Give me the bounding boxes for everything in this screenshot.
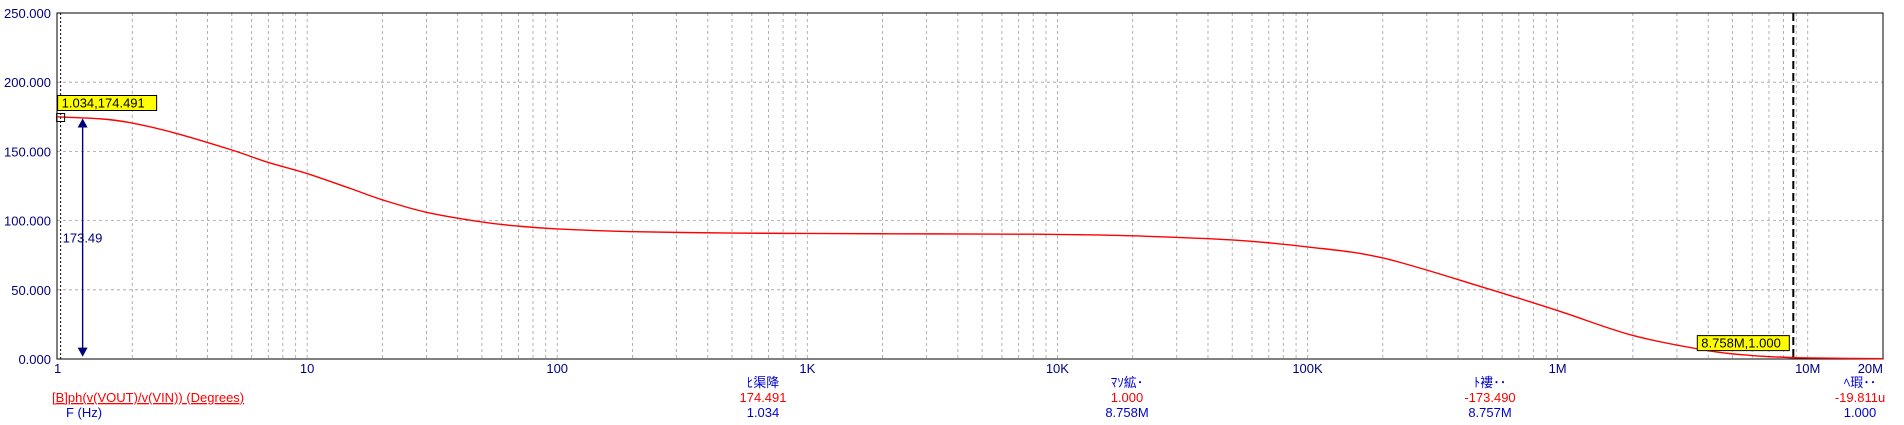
delta-value-label: 173.49	[63, 231, 103, 246]
y-tick-label: 250.000	[4, 6, 51, 21]
x-axis-ticks: 1 10 100 1K 10K 100K 1M 10M 20M	[54, 361, 1883, 376]
column-x-value: 8.757M	[1468, 405, 1511, 420]
column-x-value: 1.000	[1844, 405, 1877, 420]
trace-data-point	[1481, 286, 1483, 288]
trace-data-point	[1882, 358, 1884, 360]
trace-data-point	[1751, 355, 1753, 357]
trace-data-point	[806, 232, 808, 234]
y-tick-label: 0.000	[18, 352, 51, 367]
x-tick-label: 10	[300, 361, 314, 376]
trace-data-point	[175, 132, 177, 134]
trace-data-point	[1807, 357, 1809, 359]
x-tick-label: 10K	[1046, 361, 1069, 376]
trace-data-point	[1307, 246, 1309, 248]
trace-data-point	[267, 161, 269, 163]
x-tick-label: 20M	[1858, 361, 1883, 376]
trace-data-point	[100, 118, 102, 120]
delta-arrow-head-up	[77, 118, 88, 128]
trace-data-point	[1056, 233, 1058, 235]
trace-data-point	[517, 225, 519, 227]
column-trace-value: 174.491	[740, 390, 787, 405]
trace-data-point	[1557, 310, 1559, 312]
trace-label[interactable]: [B]ph(v(VOUT)/v(VIN)) (Degrees)	[52, 390, 244, 405]
x-tick-label: 10M	[1795, 361, 1820, 376]
trace-data-point	[481, 221, 483, 223]
delta-arrow-head-down	[77, 347, 88, 357]
trace-data-point	[731, 232, 733, 234]
phase-trace-line[interactable]	[56, 116, 1884, 360]
cursor-a-marker[interactable]	[56, 113, 66, 123]
cursor-markers[interactable]: 173.49 1.034,174.491 8.758M,1.000	[56, 13, 1795, 359]
column-trace-value: 1.000	[1111, 390, 1144, 405]
trace-data-point	[350, 188, 352, 190]
cursor-b-readout[interactable]: 8.758M,1.000	[1696, 335, 1790, 352]
y-tick-label: 50.000	[11, 283, 51, 298]
cursor-b-readout-text: 8.758M,1.000	[1701, 336, 1781, 351]
column-trace-value: -173.490	[1464, 390, 1515, 405]
x-variable-label: F (Hz)	[66, 405, 102, 420]
trace-data-point	[231, 149, 233, 151]
grid-lines	[57, 12, 1884, 360]
trace-data-point	[306, 173, 308, 175]
plot-frame	[56, 12, 1884, 360]
cursor-a-readout-text: 1.034,174.491	[62, 96, 145, 111]
x-tick-label: 1K	[799, 361, 815, 376]
cursor-a-readout[interactable]: 1.034,174.491	[57, 95, 158, 112]
column-header: ﾏｿ絋･	[1111, 375, 1144, 390]
cursor-a-readout-bg	[57, 95, 158, 112]
trace-data-point	[981, 233, 983, 235]
y-tick-label: 150.000	[4, 144, 51, 159]
column-header: ﾄ褸･･	[1474, 375, 1507, 390]
x-tick-label: 1M	[1549, 361, 1567, 376]
trace-data-point	[882, 233, 884, 235]
cursor-b-readout-bg	[1696, 335, 1790, 352]
y-tick-label: 100.000	[4, 214, 51, 229]
trace-data-point	[1382, 257, 1384, 259]
y-axis-ticks: 0.000 50.000 100.000 150.000 200.000 250.000	[4, 6, 51, 367]
trace-data-point	[381, 199, 383, 201]
trace-data-points	[56, 116, 1884, 360]
column-trace-value: -19.811u	[1835, 390, 1885, 405]
x-tick-label: 100	[546, 361, 568, 376]
y-tick-label: 200.000	[4, 75, 51, 90]
column-x-value: 1.034	[747, 405, 780, 420]
column-header: ﾍ瑕･･	[1844, 375, 1877, 390]
trace-data-point	[1132, 235, 1134, 237]
column-header: ﾋ渠降	[747, 375, 780, 390]
trace-data-point	[1632, 334, 1634, 336]
trace-data-point	[1231, 239, 1233, 241]
trace-data-point	[556, 228, 558, 230]
trace-data-point	[131, 122, 133, 124]
trace-data-point	[1851, 357, 1853, 359]
column-x-value: 8.758M	[1105, 405, 1148, 420]
trace-data-point	[631, 231, 633, 233]
cursor-readout-table: [B]ph(v(VOUT)/v(VIN)) (Degrees) F (Hz) ﾋ…	[52, 375, 1885, 420]
x-tick-label: 100K	[1292, 361, 1323, 376]
x-tick-label: 1	[54, 361, 61, 376]
trace-data-point	[425, 211, 427, 213]
